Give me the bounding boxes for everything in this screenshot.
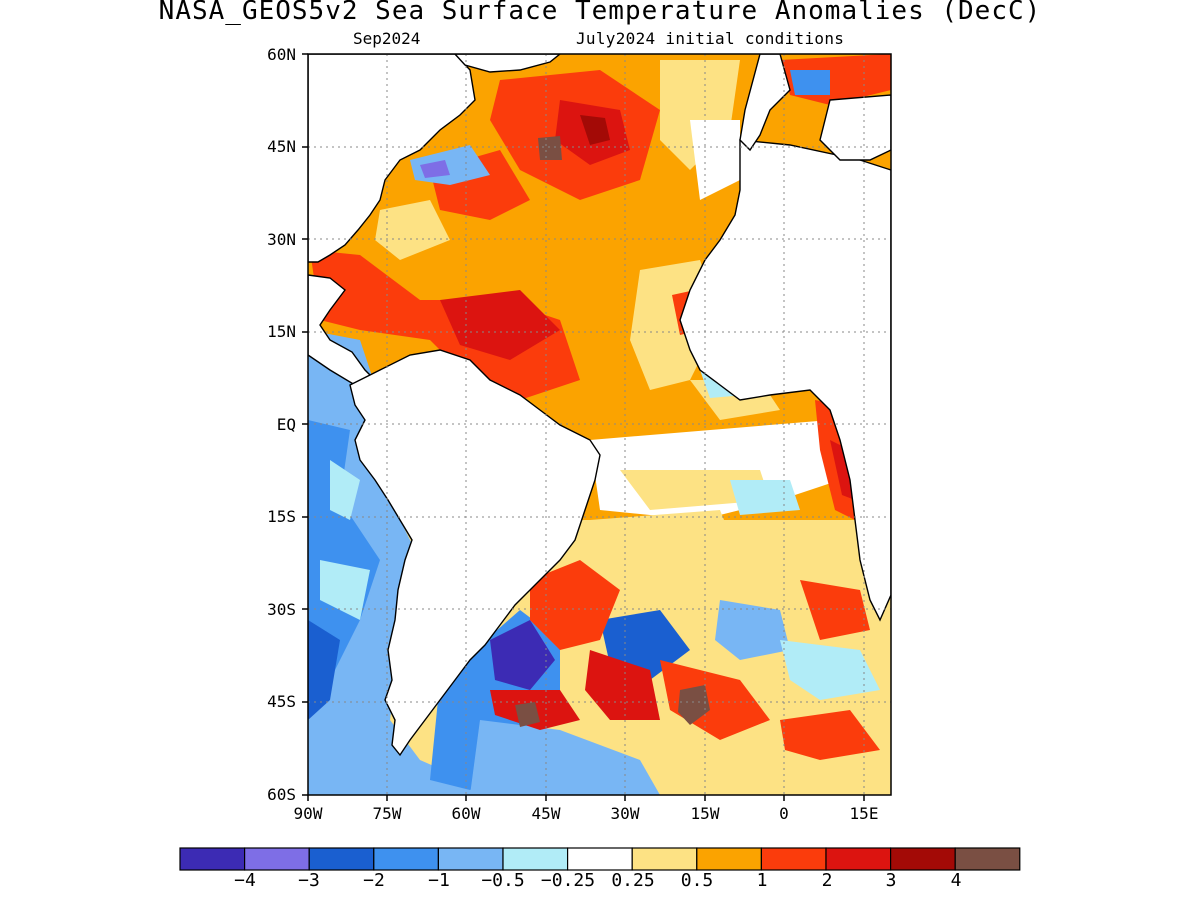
grid-lines	[308, 54, 891, 795]
lon-label-30w: 30W	[610, 804, 640, 823]
lon-label-15e: 15E	[849, 804, 879, 823]
colorbar-label: −4	[234, 870, 256, 891]
lat-label-30n: 30N	[267, 230, 296, 249]
forecast-month-label: Sep2024	[353, 29, 421, 48]
initial-conditions-label: July2024 initial conditions	[576, 29, 845, 48]
colorbar-label: 4	[950, 870, 962, 891]
colorbar-label: −3	[298, 870, 320, 891]
lat-label-60n: 60N	[267, 45, 296, 64]
lat-label-45s: 45S	[267, 692, 296, 711]
land-masses	[308, 54, 891, 757]
lon-label-0: 0	[779, 804, 789, 823]
lon-label-90w: 90W	[293, 804, 323, 823]
lon-label-45w: 45W	[531, 804, 561, 823]
lat-label-45n: 45N	[267, 137, 296, 156]
colorbar-label: −2	[363, 870, 385, 891]
lon-label-75w: 75W	[372, 804, 402, 823]
lon-label-15w: 15W	[690, 804, 720, 823]
sst-anomaly-map	[302, 53, 892, 801]
lat-label-30s: 30S	[267, 600, 296, 619]
colorbar-label: −1	[428, 870, 450, 891]
colorbar-label: 3	[885, 870, 897, 891]
lat-label-15s: 15S	[267, 507, 296, 526]
axis-ticks	[302, 53, 865, 801]
lon-label-60w: 60W	[451, 804, 481, 823]
colorbar-label: −0.5	[481, 870, 525, 891]
colorbar-label: 0.5	[680, 870, 714, 891]
map-title: NASA_GEOS5v2 Sea Surface Temperature Ano…	[158, 0, 1042, 26]
colorbar-label: −0.25	[540, 870, 596, 891]
lat-label-15n: 15N	[267, 322, 296, 341]
lat-label-60s: 60S	[267, 785, 296, 804]
colorbar-label: 0.25	[611, 870, 655, 891]
lat-label-eq: EQ	[276, 415, 296, 434]
colorbar-label: 2	[821, 870, 833, 891]
colorbar-label: 1	[756, 870, 768, 891]
